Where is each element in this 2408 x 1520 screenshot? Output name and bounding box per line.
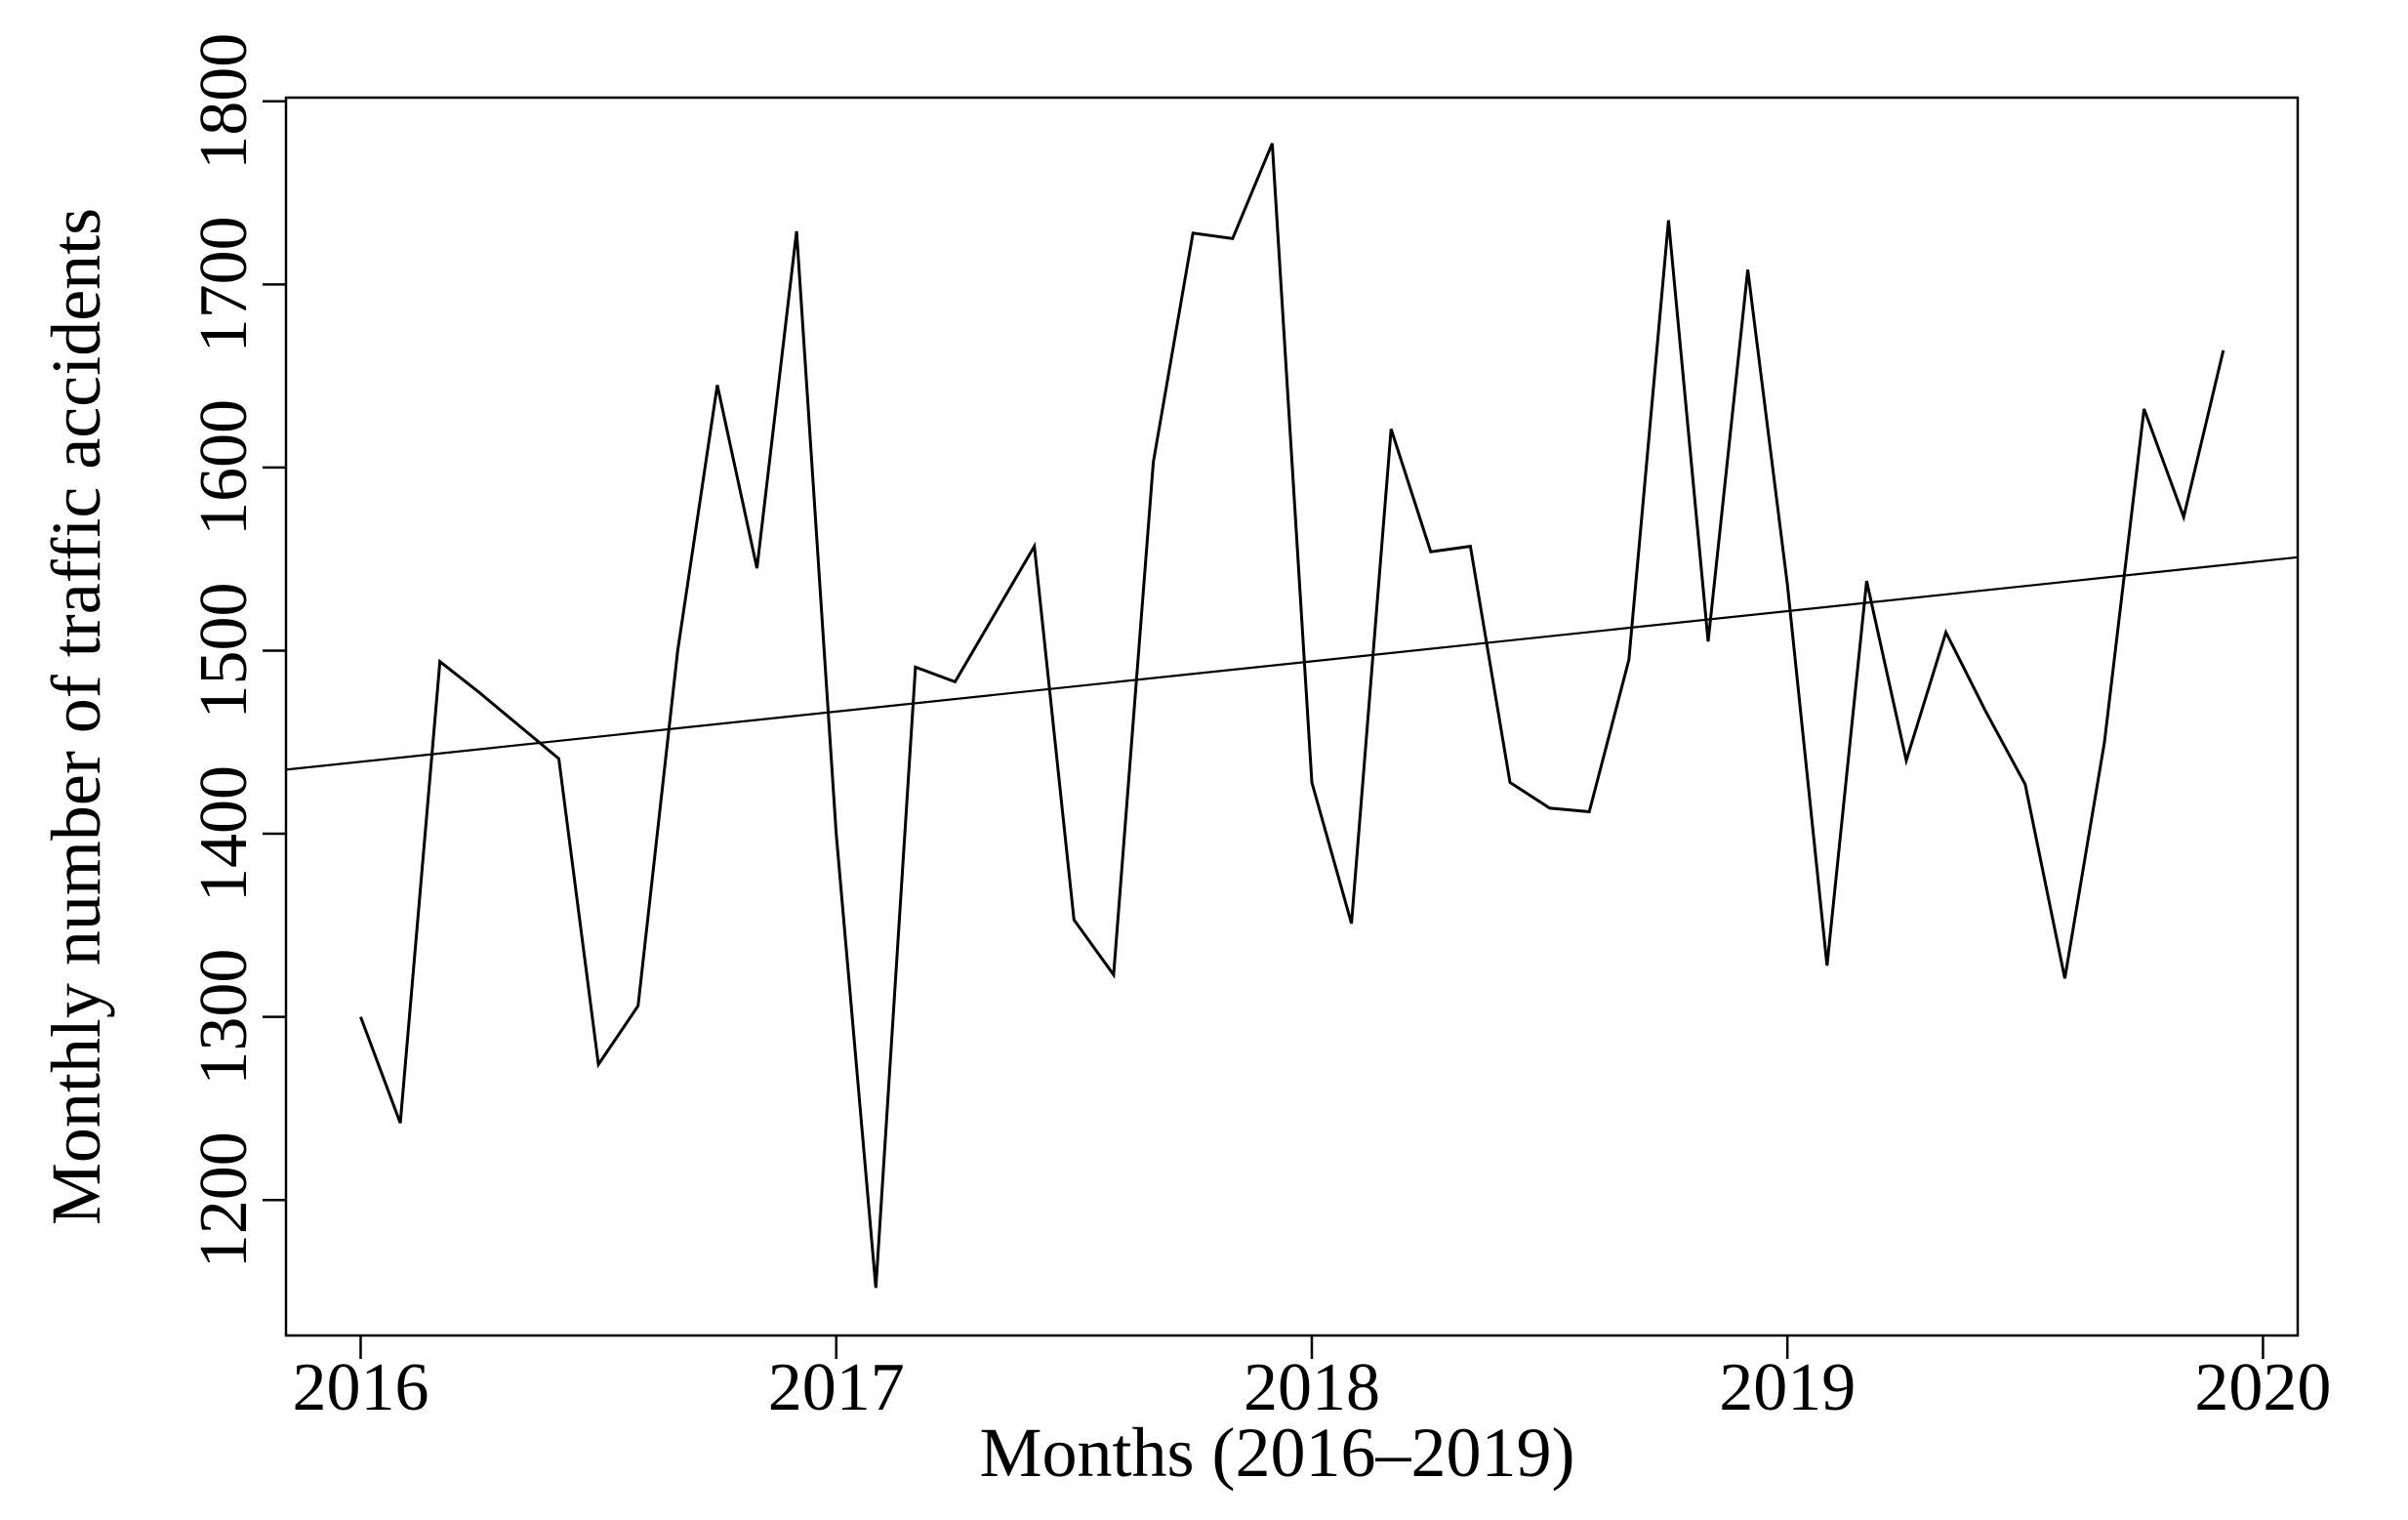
x-axis: 2016 2017 2018 2019 2020 — [292, 1335, 2331, 1425]
y-tick-label: 1300 — [186, 949, 262, 1086]
x-tick-label: 2018 — [1244, 1350, 1380, 1425]
y-tick-label: 1200 — [186, 1131, 262, 1268]
y-tick-label: 1800 — [186, 33, 262, 170]
y-tick-label: 1500 — [186, 582, 262, 719]
y-tick-label: 1700 — [186, 216, 262, 352]
accidents-series-line — [359, 143, 2225, 1289]
x-axis-title: Months (2016–2019) — [980, 1414, 1575, 1492]
x-tick-label: 2019 — [1719, 1350, 1856, 1425]
x-tick-label: 2016 — [292, 1350, 429, 1425]
y-tick-label: 1400 — [186, 765, 262, 902]
y-axis: 1200 1300 1400 1500 1600 1700 1800 — [186, 33, 286, 1268]
y-tick-label: 1600 — [186, 399, 262, 536]
x-tick-label: 2020 — [2194, 1350, 2331, 1425]
plot-frame — [284, 96, 2300, 1337]
y-axis-title: Monthly number of traffic accidents — [37, 208, 115, 1225]
x-tick-label: 2017 — [768, 1350, 905, 1425]
trend-line — [285, 555, 2299, 771]
